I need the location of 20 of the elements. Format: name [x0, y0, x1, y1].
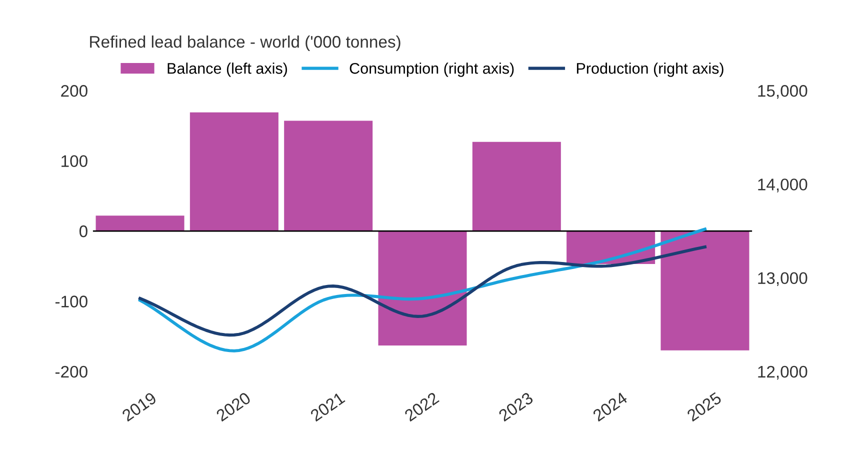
bar: [472, 142, 561, 232]
y-tick-label: 100: [62, 155, 88, 168]
y-tick-label: -200: [55, 366, 88, 378]
bar: [96, 216, 184, 232]
y-tick-label: 200: [61, 85, 88, 97]
y2-tick-label: 14,000: [758, 178, 808, 192]
bar: [284, 120, 373, 232]
y2-tick-label: 13,000: [758, 272, 808, 286]
y-tick-label: -100: [55, 296, 88, 308]
bar: [190, 112, 278, 232]
x-tick-label: 2021: [310, 392, 346, 422]
chart-title: Refined lead balance - world ('000 tonnes): [90, 35, 400, 52]
y2-tick-label: 12,000: [758, 366, 808, 380]
legend-label: Production (right axis): [576, 62, 724, 77]
legend-label: Consumption (right axis): [350, 62, 514, 77]
bar: [660, 231, 750, 350]
legend-label: Balance (left axis): [168, 62, 287, 77]
y2-tick-label: 15,000: [758, 85, 808, 99]
y-tick-label: 0: [79, 225, 88, 238]
bar: [378, 231, 467, 346]
